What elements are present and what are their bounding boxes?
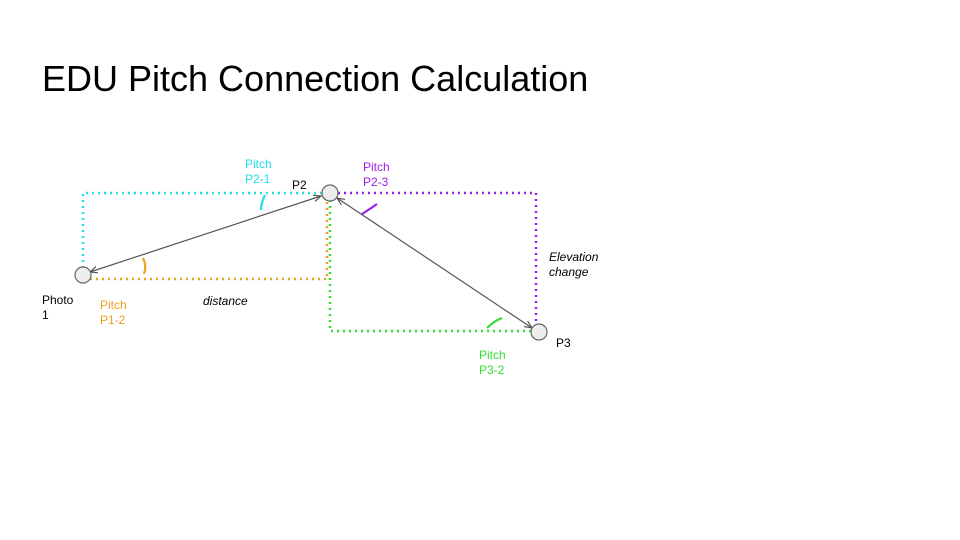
distance-label: distance: [203, 294, 248, 308]
photo1-label: Photo 1: [42, 293, 73, 323]
photo1-node: [74, 266, 92, 284]
pitch-p3-2-arc: [486, 316, 503, 329]
pitch-p2-3-label-line1: Pitch: [363, 160, 390, 174]
cyan-guide-line: [81, 191, 323, 268]
pitch-p2-3-arc: [361, 203, 378, 215]
elevation-label-line1: Elevation: [549, 250, 599, 264]
elevation-label-line2: change: [549, 265, 589, 279]
pitch-p2-1-label: Pitch P2-1: [245, 157, 272, 187]
photo1-label-line1: Photo: [42, 293, 74, 307]
pitch-p2-3-label: Pitch P2-3: [363, 160, 390, 190]
p2-label: P2: [292, 178, 307, 192]
p3-label: P3: [556, 336, 571, 350]
p2-node: [321, 184, 339, 202]
photo1-label-line2: 1: [42, 308, 49, 322]
pitch-p3-2-label-line2: P3-2: [479, 363, 505, 377]
green-guide-line: [328, 200, 531, 333]
p3-node: [530, 323, 548, 341]
pitch-p1-2-arc: [142, 257, 147, 275]
pitch-p1-2-label-line1: Pitch: [100, 298, 127, 312]
pitch-p1-2-label-line2: P1-2: [100, 313, 126, 327]
pitch-p2-1-label-line1: Pitch: [245, 157, 272, 171]
pitch-p1-2-label: Pitch P1-2: [100, 298, 127, 328]
connection-arrow-p1-p2: [90, 196, 321, 272]
purple-guide-line: [338, 191, 538, 326]
connection-arrow-p2-p3: [337, 198, 532, 328]
page-title: EDU Pitch Connection Calculation: [42, 58, 589, 99]
pitch-p3-2-label-line1: Pitch: [479, 348, 506, 362]
pitch-p2-3-label-line2: P2-3: [363, 175, 389, 189]
pitch-p3-2-label: Pitch P3-2: [479, 348, 506, 378]
pitch-p2-1-arc: [259, 194, 266, 211]
pitch-p2-1-label-line2: P2-1: [245, 172, 271, 186]
elevation-change-label: Elevation change: [549, 250, 598, 280]
orange-guide-line: [90, 200, 329, 281]
